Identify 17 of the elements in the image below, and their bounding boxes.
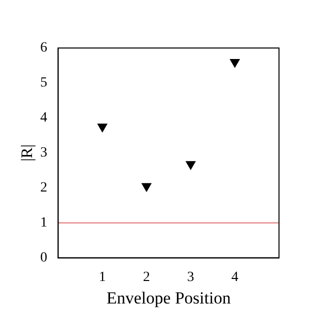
y-tick-label: 4 (40, 110, 48, 126)
y-tick-label: 5 (40, 76, 48, 91)
point (142, 183, 152, 192)
y-axis-title: |R| (18, 144, 36, 162)
y-tick-label: 3 (40, 146, 48, 161)
x-axis-title: Envelope Position (106, 288, 232, 308)
x-tick-label: 2 (143, 270, 150, 285)
point (186, 161, 196, 170)
y-tick-label: 0 (40, 250, 48, 266)
point (98, 124, 108, 132)
x-tick-label: 4 (231, 270, 238, 285)
y-tick-label: 2 (40, 180, 48, 196)
x-tick-label: 3 (187, 270, 194, 285)
x-tick-label: 1 (98, 270, 106, 285)
point (230, 58, 240, 68)
y-tick-label: 1 (40, 216, 48, 231)
y-tick-label: 6 (40, 40, 48, 56)
